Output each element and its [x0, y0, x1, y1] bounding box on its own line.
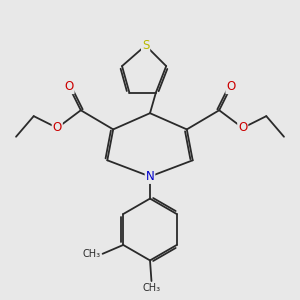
Text: N: N: [146, 170, 154, 183]
Text: O: O: [52, 122, 62, 134]
Text: CH₃: CH₃: [142, 284, 160, 293]
Text: S: S: [142, 39, 149, 52]
Text: O: O: [64, 80, 74, 93]
Text: CH₃: CH₃: [82, 249, 100, 259]
Text: O: O: [238, 122, 248, 134]
Text: O: O: [226, 80, 236, 93]
